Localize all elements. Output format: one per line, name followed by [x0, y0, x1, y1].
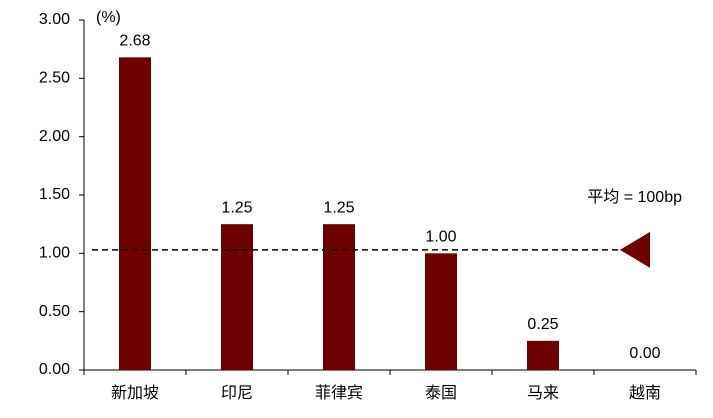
- y-tick-label: 2.00: [39, 128, 70, 145]
- value-label: 1.25: [323, 199, 354, 216]
- y-tick-label: 0.50: [39, 303, 70, 320]
- value-label: 2.68: [119, 33, 150, 50]
- bar: [119, 57, 151, 370]
- x-tick-label: 新加坡: [111, 384, 159, 402]
- value-label: 0.00: [629, 345, 660, 362]
- bar: [425, 253, 457, 370]
- y-tick-label: 1.50: [39, 186, 70, 203]
- bar: [323, 224, 355, 370]
- x-tick-label: 泰国: [425, 384, 457, 402]
- unit-label: (%): [96, 9, 121, 26]
- x-tick-label: 菲律宾: [315, 384, 363, 402]
- x-tick-label: 印尼: [221, 384, 253, 402]
- bar: [221, 224, 253, 370]
- x-tick-label: 马来: [527, 384, 559, 402]
- y-tick-label: 0.00: [39, 361, 70, 378]
- y-tick-label: 2.50: [39, 70, 70, 87]
- average-label: 平均 = 100bp: [587, 188, 682, 206]
- average-marker: [620, 231, 650, 268]
- x-tick-label: 越南: [629, 384, 661, 402]
- value-label: 1.25: [221, 199, 252, 216]
- value-label: 0.25: [527, 316, 558, 333]
- bar: [527, 340, 559, 370]
- value-label: 1.00: [425, 229, 456, 246]
- y-tick-label: 3.00: [39, 11, 70, 28]
- y-tick-label: 1.00: [39, 245, 70, 262]
